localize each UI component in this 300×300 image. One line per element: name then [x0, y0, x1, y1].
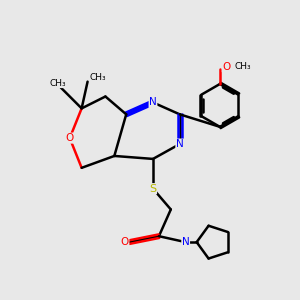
Text: N: N [182, 237, 190, 247]
Text: CH₃: CH₃ [50, 79, 66, 88]
Text: O: O [66, 133, 74, 143]
Text: O: O [222, 62, 230, 72]
Text: S: S [149, 184, 157, 194]
Text: N: N [176, 139, 184, 149]
Text: CH₃: CH₃ [235, 62, 251, 71]
Text: O: O [121, 237, 129, 247]
Text: CH₃: CH₃ [90, 73, 106, 82]
Text: N: N [149, 98, 157, 107]
